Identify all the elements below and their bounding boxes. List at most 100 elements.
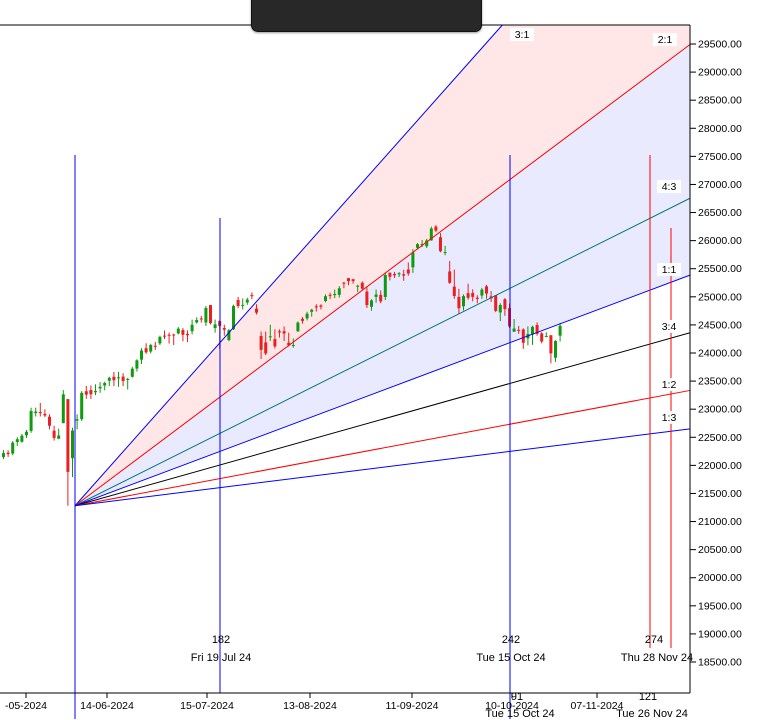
candle-body	[356, 285, 360, 287]
fan-label-bg	[510, 28, 534, 41]
candle-body	[227, 330, 231, 341]
candle-body	[126, 378, 130, 380]
candle-body	[370, 300, 373, 307]
candle-body	[232, 306, 235, 330]
candle-body	[11, 442, 15, 454]
candle-body	[540, 333, 544, 342]
floating-panel[interactable]	[251, 0, 482, 32]
candle-body	[52, 430, 56, 438]
candle-body	[466, 293, 470, 298]
date-annotation: Tue 15 Oct 24	[485, 708, 554, 720]
price-tick-label: 21500.00	[698, 488, 742, 500]
candle-body	[462, 296, 465, 307]
price-tick-label: 28500.00	[698, 95, 742, 107]
candle-body	[296, 322, 300, 332]
gann-line-2-1[interactable]	[74, 44, 691, 507]
candle-body	[140, 350, 143, 360]
candle-body	[213, 324, 217, 328]
date-tick-label: 11-09-2024	[386, 700, 439, 712]
candle-body	[20, 435, 24, 442]
candle-body	[512, 328, 516, 332]
candle-body	[199, 318, 203, 320]
price-tick-label: 23000.00	[698, 404, 742, 416]
candle-body	[452, 286, 456, 296]
date-annotation: Thu 28 Nov 24	[621, 652, 693, 664]
candle-body	[517, 329, 521, 331]
fan-ratio-label: 4:3	[662, 181, 677, 193]
price-tick-label: 19500.00	[698, 600, 742, 612]
candle-body	[521, 329, 525, 343]
candle-body	[245, 299, 249, 303]
candle-body	[71, 430, 74, 459]
candle-body	[531, 326, 534, 335]
candle-body	[448, 271, 452, 283]
fan-ratio-label: 2:1	[658, 34, 673, 46]
candle-body	[544, 335, 548, 337]
candle-body	[291, 344, 295, 346]
candle-body	[383, 274, 387, 297]
date-annotation: 91	[511, 691, 523, 703]
price-tick-label: 27000.00	[698, 179, 742, 191]
gann-fan-labels: 3:1 2:1 4:3 1:1 3:4 1:2 1:3	[510, 28, 681, 424]
candle-body	[485, 286, 488, 294]
candle-body	[204, 307, 208, 323]
candle-body	[158, 336, 162, 344]
candle-body	[34, 411, 38, 414]
candle-body	[273, 339, 277, 347]
price-tick-label: 25000.00	[698, 291, 742, 303]
date-annotation: Fri 19 Jul 24	[191, 652, 252, 664]
candle-body	[393, 274, 396, 276]
candlestick-series[interactable]	[2, 225, 562, 506]
price-tick-label: 25500.00	[698, 263, 742, 275]
gann-line-3-4[interactable]	[74, 332, 691, 507]
date-axis[interactable]: -05-2024 14-06-2024 15-07-2024 13-08-2024 11…	[5, 693, 624, 712]
candle-body	[107, 377, 111, 381]
gann-fan-bands	[75, 25, 690, 506]
gann-line-1-1[interactable]	[74, 274, 691, 507]
candle-body	[360, 282, 364, 289]
price-axis[interactable]: 29500.00 29000.00 28500.00 28000.00 27500.00…	[690, 39, 742, 669]
candle-body	[98, 386, 102, 389]
candle-body	[209, 305, 212, 324]
candle-body	[402, 274, 406, 276]
candle-body	[379, 294, 383, 302]
candle-body	[305, 313, 309, 319]
candle-body	[282, 331, 286, 334]
fan-ratio-label: 3:4	[662, 321, 677, 333]
date-tick-label: 15-07-2024	[180, 700, 234, 712]
candle-body	[351, 279, 355, 282]
gann-line-1-3[interactable]	[74, 428, 691, 507]
candle-body	[310, 309, 314, 312]
fan-label-bg	[657, 411, 681, 424]
fan-ratio-label: 3:1	[515, 29, 530, 41]
date-annotation: 182	[212, 634, 230, 646]
candle-body	[167, 334, 171, 336]
price-tick-label: 24500.00	[698, 319, 742, 331]
date-annotation: 274	[645, 634, 663, 646]
candle-body	[411, 252, 415, 268]
price-tick-label: 29000.00	[698, 67, 742, 79]
gann-line-3-1[interactable]	[74, 24, 503, 507]
candle-body	[2, 453, 5, 457]
date-tick-label: 10-10-2024	[485, 700, 539, 712]
candle-body	[259, 335, 263, 350]
candle-body	[43, 413, 47, 416]
price-tick-label: 23500.00	[698, 376, 742, 388]
candle-body	[172, 334, 176, 336]
candle-body	[121, 376, 125, 382]
candle-body	[255, 308, 258, 313]
date-tick-label: 07-11-2024	[571, 700, 624, 712]
candle-body	[406, 269, 410, 274]
candle-body	[443, 252, 447, 254]
candle-body	[163, 335, 166, 337]
gann-line-1-2[interactable]	[74, 389, 691, 507]
candle-body	[558, 325, 562, 336]
candle-body	[6, 452, 10, 455]
candle-body	[66, 399, 70, 472]
candle-body	[153, 345, 157, 347]
gann-line-4-3[interactable]	[74, 197, 691, 507]
fan-label-bg	[657, 320, 681, 333]
candle-body	[328, 294, 332, 296]
